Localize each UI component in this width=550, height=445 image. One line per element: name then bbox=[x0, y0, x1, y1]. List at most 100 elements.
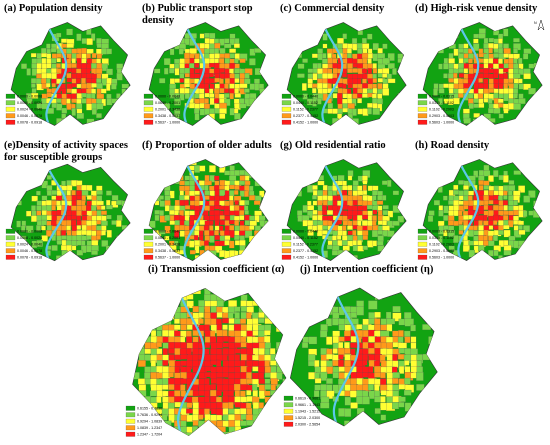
district bbox=[503, 229, 511, 238]
district bbox=[372, 240, 377, 247]
district bbox=[26, 98, 33, 104]
district bbox=[331, 53, 337, 59]
district bbox=[156, 348, 163, 355]
district bbox=[332, 348, 338, 354]
district bbox=[244, 180, 251, 186]
district bbox=[282, 366, 286, 375]
district bbox=[483, 220, 490, 226]
district bbox=[91, 250, 98, 255]
district bbox=[410, 336, 417, 343]
district bbox=[204, 426, 212, 435]
district bbox=[126, 73, 131, 81]
map-panel: 0.0000 - 0.0008 0.0008 - 0.0024 0.0024 - 0… bbox=[5, 163, 131, 262]
district bbox=[61, 83, 66, 89]
district bbox=[327, 103, 334, 109]
river bbox=[181, 22, 206, 126]
district bbox=[66, 28, 73, 36]
district bbox=[219, 53, 226, 59]
district bbox=[234, 63, 240, 69]
district bbox=[528, 210, 534, 216]
district bbox=[533, 200, 540, 208]
district bbox=[386, 342, 393, 350]
district bbox=[453, 97, 460, 105]
district bbox=[199, 439, 208, 445]
panel-title: (f) Proportion of older adults bbox=[142, 140, 272, 151]
district bbox=[307, 68, 314, 73]
legend-label: 1.1943 - 1.5215 bbox=[295, 409, 320, 413]
district bbox=[96, 190, 103, 195]
district bbox=[338, 408, 346, 417]
district bbox=[503, 210, 510, 216]
district bbox=[209, 32, 216, 39]
district bbox=[192, 414, 200, 421]
district bbox=[240, 432, 250, 436]
district bbox=[81, 210, 88, 216]
district bbox=[392, 384, 400, 391]
district bbox=[392, 402, 399, 410]
district bbox=[106, 98, 113, 106]
district bbox=[186, 402, 193, 409]
district bbox=[234, 93, 241, 98]
district bbox=[180, 306, 190, 313]
district bbox=[503, 205, 508, 211]
district bbox=[144, 348, 152, 355]
district bbox=[453, 200, 460, 206]
district bbox=[168, 330, 175, 338]
district bbox=[258, 294, 265, 300]
river bbox=[43, 164, 68, 261]
district bbox=[528, 63, 535, 69]
district bbox=[380, 396, 386, 403]
district bbox=[443, 215, 449, 221]
legend-swatch bbox=[125, 405, 136, 411]
river bbox=[43, 22, 68, 126]
district bbox=[503, 53, 510, 58]
district bbox=[214, 175, 220, 181]
district bbox=[244, 78, 251, 85]
district bbox=[416, 384, 425, 391]
district bbox=[276, 318, 282, 325]
district bbox=[111, 83, 117, 90]
district bbox=[377, 83, 383, 90]
district bbox=[463, 205, 469, 210]
district bbox=[282, 378, 286, 387]
district bbox=[308, 336, 318, 345]
district bbox=[513, 83, 519, 89]
district bbox=[382, 225, 390, 232]
district bbox=[168, 342, 175, 350]
river bbox=[455, 22, 480, 126]
district bbox=[46, 72, 53, 79]
district bbox=[347, 68, 353, 74]
district bbox=[66, 98, 71, 105]
district bbox=[169, 175, 175, 183]
district bbox=[252, 414, 260, 424]
district bbox=[387, 210, 394, 218]
district bbox=[317, 63, 322, 69]
district bbox=[234, 288, 242, 296]
district bbox=[443, 57, 449, 64]
legend-swatch bbox=[281, 228, 292, 234]
legend-swatch bbox=[281, 106, 292, 112]
district bbox=[192, 390, 200, 397]
legend-label: 0.5637 - 1.0000 bbox=[155, 120, 180, 124]
district bbox=[380, 414, 387, 421]
district bbox=[228, 378, 235, 385]
district bbox=[352, 240, 357, 246]
district bbox=[76, 249, 84, 256]
district bbox=[222, 431, 229, 436]
district bbox=[349, 390, 358, 398]
legend-swatch bbox=[281, 248, 292, 254]
district bbox=[30, 78, 37, 84]
legend-swatch bbox=[417, 254, 428, 260]
district bbox=[81, 200, 86, 206]
district bbox=[270, 190, 277, 196]
district bbox=[392, 354, 398, 362]
district bbox=[209, 93, 215, 98]
district bbox=[56, 32, 62, 38]
legend-label: 0.6619 - 0.9661 bbox=[295, 396, 320, 400]
legend-swatch bbox=[281, 254, 292, 260]
district bbox=[347, 225, 353, 230]
district bbox=[503, 195, 508, 200]
district bbox=[453, 184, 459, 190]
district bbox=[75, 78, 81, 84]
district bbox=[96, 234, 101, 240]
